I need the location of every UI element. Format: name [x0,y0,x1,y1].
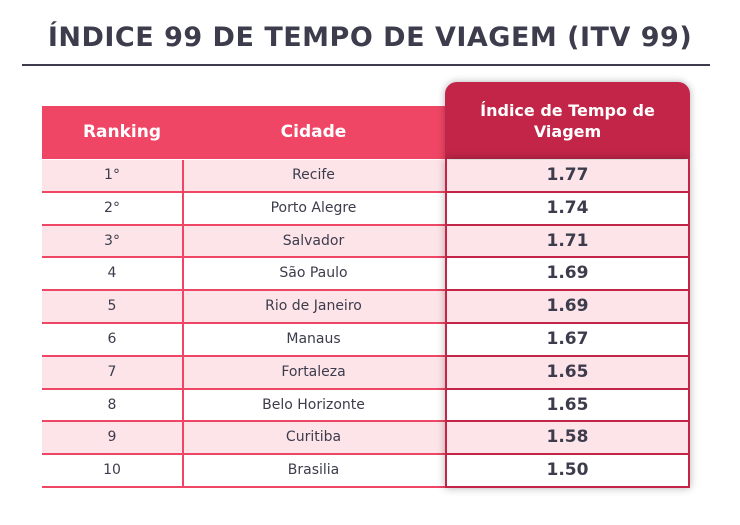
city-cell: São Paulo [279,265,348,282]
index-row-line [445,258,690,292]
index-cell: 1.65 [546,394,589,415]
city-cell: Brasilia [287,462,340,479]
header-indice: Índice de Tempo de Viagem [445,82,690,159]
table-row: 7 Fortaleza 1.65 [42,356,690,390]
index-cell: 1.69 [546,263,589,284]
table-header: Ranking Cidade [42,106,445,159]
index-cell: 1.71 [546,230,589,251]
index-cell: 1.74 [546,197,589,218]
rank-cell: 7 [42,356,184,388]
city-cell: Porto Alegre [270,199,357,216]
city-cell: Rio de Janeiro [265,298,362,315]
rank-cell: 8 [42,389,184,421]
header-cidade: Cidade [280,122,347,142]
index-row-line [445,226,690,259]
table-row: 5 Rio de Janeiro 1.69 [42,291,690,324]
table-row: 2° Porto Alegre 1.74 [42,192,690,226]
index-row-line [445,160,690,193]
index-row-line [445,291,690,324]
index-row-line [445,422,690,456]
table-body: 1° Recife 1.77 2° Porto Alegre 1.74 3° Salvador… [42,160,690,488]
city-cell: Curitiba [285,429,342,446]
index-column-lines [445,160,690,488]
header-ranking: Ranking [82,122,162,142]
index-row-line [445,455,690,488]
index-row-line [445,193,690,226]
table-row: 10 Brasilia 1.50 [42,455,690,488]
index-cell: 1.58 [546,427,589,448]
table-row: 1° Recife 1.77 [42,160,690,193]
index-cell: 1.50 [546,460,589,481]
table-row: 6 Manaus 1.67 [42,323,690,357]
city-cell: Recife [292,167,335,183]
rank-cell: 4 [42,258,184,290]
table-row: 9 Curitiba 1.58 [42,422,690,456]
rank-cell: 10 [42,455,184,486]
rank-cell: 5 [42,291,184,322]
table-row: 8 Belo Horizonte 1.65 [42,389,690,423]
city-cell: Manaus [286,330,341,347]
rank-cell: 6 [42,323,184,355]
rank-cell: 3° [42,225,184,257]
page-title: ÍNDICE 99 DE TEMPO DE VIAGEM (ITV 99) [47,22,693,53]
table-row: 4 São Paulo 1.69 [42,258,690,292]
rank-cell: 2° [42,192,184,224]
index-row-line [445,390,690,423]
rank-cell: 1° [42,160,184,191]
index-cell: 1.77 [546,165,589,185]
table-row: 3° Salvador 1.71 [42,225,690,259]
city-cell: Fortaleza [281,363,346,380]
index-row-line [445,324,690,357]
header-indice-label: Índice de Tempo de Viagem [480,100,655,141]
city-cell: Belo Horizonte [262,396,365,413]
index-cell: 1.69 [546,296,589,317]
index-cell: 1.65 [546,361,589,382]
title-divider [22,64,710,66]
index-cell: 1.67 [546,328,589,349]
city-cell: Salvador [282,232,345,249]
rank-cell: 9 [42,422,184,454]
index-row-line [445,357,690,390]
